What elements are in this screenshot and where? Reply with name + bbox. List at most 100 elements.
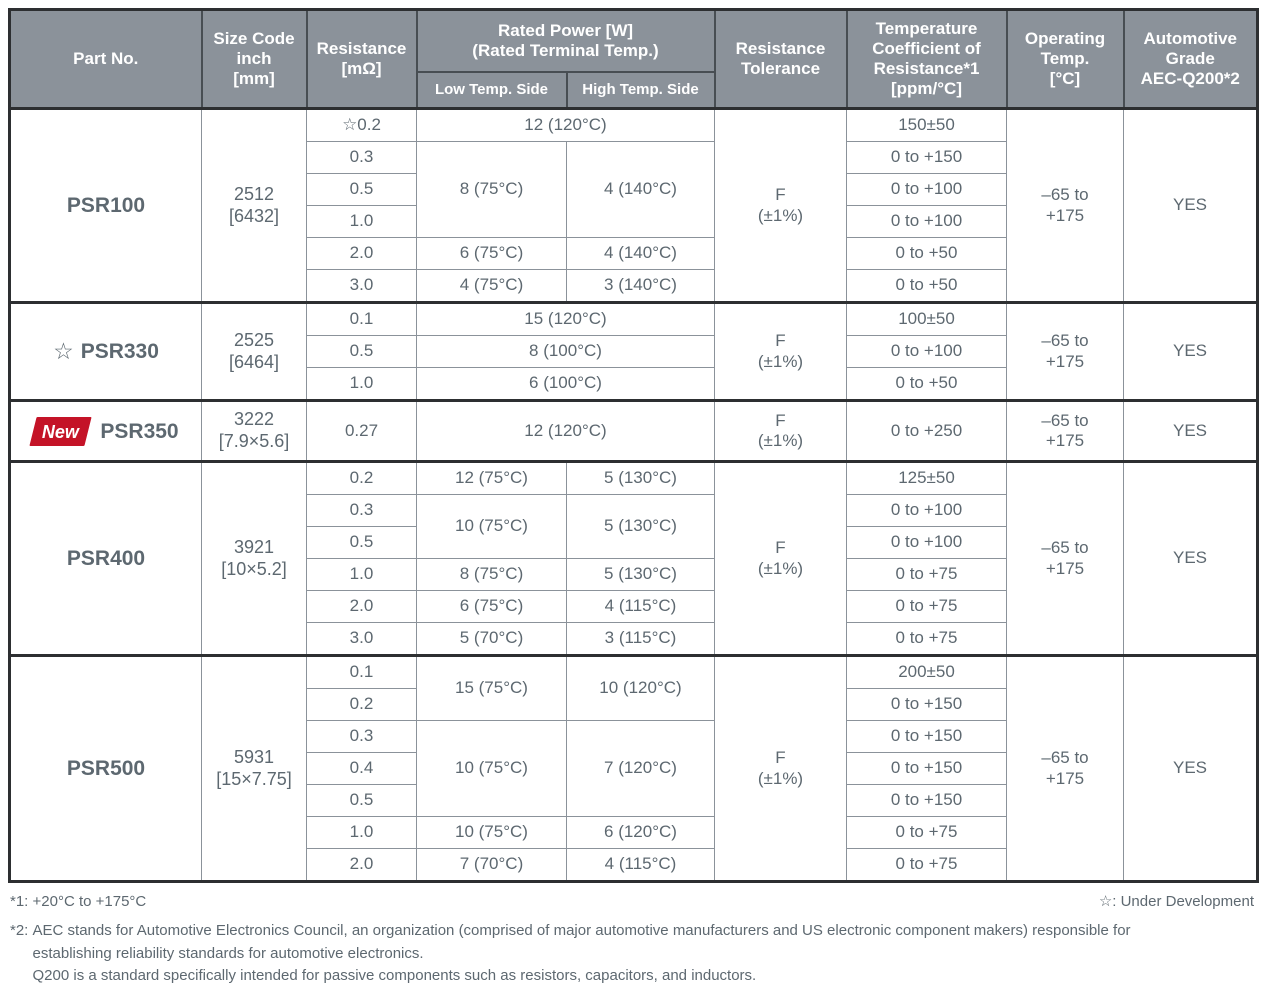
resistance-cell: ☆0.2 <box>306 107 417 142</box>
power-low-cell: 10 (75°C) <box>416 816 567 849</box>
table-row: 3.0 4 (75°C) 3 (140°C) 0 to +50 <box>10 269 1258 303</box>
tcr-cell: 125±50 <box>846 460 1007 495</box>
table-row: 0.3 10 (75°C) 7 (120°C) 0 to +150 <box>10 720 1258 817</box>
power-high-cell: 4 (115°C) <box>566 590 715 623</box>
power-high-cell: 5 (130°C) <box>566 460 715 495</box>
col-header-operating-temp: Operating Temp. [°C] <box>1005 8 1125 110</box>
tcr-cell: 200±50 <box>846 654 1007 689</box>
tcr-cell: 0 to +75 <box>846 848 1007 882</box>
col-header-automotive-grade: Automotive Grade AEC-Q200*2 <box>1122 8 1259 110</box>
tcr-cell: 100±50 <box>846 301 1007 336</box>
tcr-cell: 0 to +75 <box>846 590 1007 623</box>
col-header-high-temp-side: High Temp. Side <box>565 71 716 110</box>
power-low-cell: 8 (75°C) <box>416 558 567 591</box>
col-header-size-code: Size Code inch [mm] <box>200 8 308 110</box>
power-low-cell: 15 (75°C) <box>416 654 567 721</box>
table-row: ☆ PSR330 2525 [6464] 0.1 15 (120°C) F (±1%) 10… <box>9 301 1258 401</box>
tolerance-cell: F (±1%) <box>714 107 847 303</box>
table-row: 0.5 0 to +150 <box>10 784 1258 817</box>
tcr-cell: 0 to +75 <box>846 558 1007 591</box>
table-row: 2.0 7 (70°C) 4 (115°C) 0 to +75 <box>10 848 1258 882</box>
tcr-cell: 0 to +100 <box>846 205 1007 238</box>
table-row: 0.5 8 (100°C) 0 to +100 <box>10 335 1258 368</box>
col-header-resistance: Resistance [mΩ] <box>305 8 418 110</box>
resistance-cell: 1.0 <box>306 816 417 849</box>
power-low-cell: 8 (75°C) <box>416 141 567 238</box>
tolerance-cell: F (±1%) <box>714 460 847 656</box>
resistance-cell: 1.0 <box>306 205 417 238</box>
section-psr100: PSR100 2512 [6432] ☆0.2 12 (120°C) F (±1%) 15… <box>9 107 1258 303</box>
operating-temp-cell: –65 to +175 <box>1006 399 1124 462</box>
tolerance-cell: F (±1%) <box>714 399 847 462</box>
resistance-cell: 0.5 <box>306 526 417 559</box>
table-row: 2.0 6 (75°C) 4 (115°C) 0 to +75 <box>10 590 1258 623</box>
resistance-cell: 0.4 <box>306 752 417 785</box>
col-header-rated-power: Rated Power [W] (Rated Terminal Temp.) <box>415 8 716 73</box>
power-low-cell: 10 (75°C) <box>416 494 567 559</box>
power-low-cell: 4 (75°C) <box>416 269 567 303</box>
resistance-cell: 1.0 <box>306 367 417 401</box>
tcr-cell: 0 to +100 <box>846 526 1007 559</box>
power-high-cell: 3 (115°C) <box>566 622 715 656</box>
power-span-cell: 12 (120°C) <box>416 107 715 142</box>
part-no-label: PSR500 <box>66 756 146 780</box>
power-high-cell: 5 (130°C) <box>566 558 715 591</box>
operating-temp-cell: –65 to +175 <box>1006 460 1124 656</box>
footnote-1: *1: +20°C to +175°C <box>10 893 147 910</box>
resistance-cell: 0.3 <box>306 720 417 753</box>
tcr-cell: 0 to +100 <box>846 494 1007 527</box>
resistance-cell: 0.2 <box>306 460 417 495</box>
operating-temp-cell: –65 to +175 <box>1006 654 1124 882</box>
footnote-2-marker: *2: <box>10 922 33 939</box>
table-row: 1.0 10 (75°C) 6 (120°C) 0 to +75 <box>10 816 1258 849</box>
section-psr400: PSR400 3921 [10×5.2] 0.2 12 (75°C) 5 (130°C)… <box>9 460 1258 656</box>
footnote-2-text-q200: Q200 is a standard specifically intended… <box>32 967 757 984</box>
size-code-cell: 3921 [10×5.2] <box>201 460 307 656</box>
col-header-tcr: Temperature Coefficient of Resistance*1 … <box>845 8 1008 110</box>
table-row: 1.0 0 to +100 <box>10 205 1258 238</box>
resistance-cell: 0.27 <box>306 399 417 462</box>
power-low-cell: 12 (75°C) <box>416 460 567 495</box>
power-low-cell: 6 (75°C) <box>416 237 567 270</box>
resistance-cell: 0.5 <box>306 173 417 206</box>
footnote-under-development: ☆: Under Development <box>1098 893 1254 910</box>
power-high-cell: 3 (140°C) <box>566 269 715 303</box>
tcr-cell: 0 to +150 <box>846 784 1007 817</box>
power-high-cell: 6 (120°C) <box>566 816 715 849</box>
resistance-cell: 0.3 <box>306 494 417 527</box>
automotive-grade-cell: YES <box>1123 460 1258 656</box>
power-high-cell: 10 (120°C) <box>566 654 715 721</box>
resistance-cell: 2.0 <box>306 848 417 882</box>
table-row: 1.0 6 (100°C) 0 to +50 <box>10 367 1258 401</box>
section-psr330: ☆ PSR330 2525 [6464] 0.1 15 (120°C) F (±1%) 10… <box>9 301 1258 401</box>
table-row: 2.0 6 (75°C) 4 (140°C) 0 to +50 <box>10 237 1258 270</box>
col-header-part-no: Part No. <box>8 8 203 110</box>
tcr-cell: 0 to +50 <box>846 269 1007 303</box>
resistance-cell: 2.0 <box>306 237 417 270</box>
tcr-cell: 0 to +50 <box>846 367 1007 401</box>
size-code-cell: 2525 [6464] <box>201 301 307 401</box>
part-no-cell: PSR500 <box>9 654 202 882</box>
automotive-grade-cell: YES <box>1123 399 1258 462</box>
tcr-cell: 0 to +150 <box>846 141 1007 174</box>
size-code-cell: 2512 [6432] <box>201 107 307 303</box>
table-row: 0.3 8 (75°C) 4 (140°C) 0 to +150 <box>10 141 1258 238</box>
size-code-cell: 5931 [15×7.75] <box>201 654 307 882</box>
power-low-cell: 10 (75°C) <box>416 720 567 817</box>
tcr-cell: 0 to +100 <box>846 173 1007 206</box>
part-no-label: PSR350 <box>100 419 179 443</box>
footnote-2: *2: AEC stands for Automotive Electronic… <box>8 920 1256 988</box>
power-span-cell: 6 (100°C) <box>416 367 715 401</box>
tcr-cell: 150±50 <box>846 107 1007 142</box>
power-low-cell: 7 (70°C) <box>416 848 567 882</box>
part-no-cell: ☆ PSR330 <box>9 301 202 401</box>
tcr-cell: 0 to +50 <box>846 237 1007 270</box>
power-high-cell: 5 (130°C) <box>566 494 715 559</box>
tcr-cell: 0 to +75 <box>846 622 1007 656</box>
resistance-cell: 3.0 <box>306 622 417 656</box>
star-icon: ☆ <box>53 337 74 364</box>
new-badge: New <box>29 416 93 446</box>
col-header-tolerance: Resistance Tolerance <box>713 8 848 110</box>
resistance-cell: 1.0 <box>306 558 417 591</box>
